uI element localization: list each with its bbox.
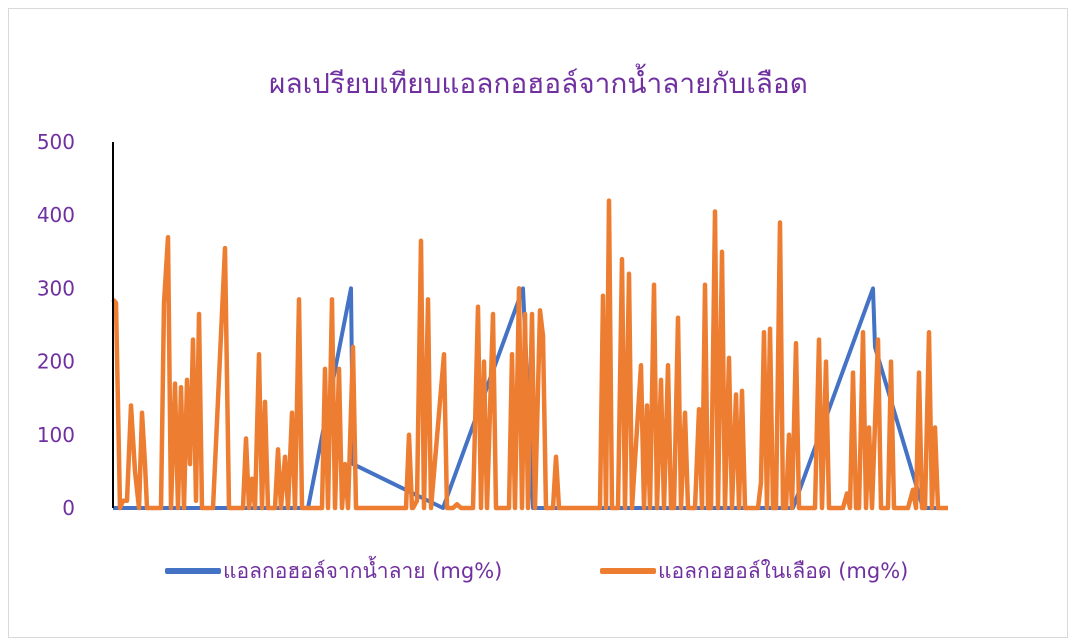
legend-label-saliva: แอลกอฮอล์จากน้ำลาย (mg%)	[223, 558, 503, 583]
series-line-blood	[111, 198, 948, 511]
legend-item-saliva: แอลกอฮอล์จากน้ำลาย (mg%)	[165, 556, 502, 586]
series-layer	[111, 198, 948, 511]
legend-label-blood: แอลกอฮอล์ในเลือด (mg%)	[658, 558, 909, 583]
y-tick-label: 400	[37, 203, 75, 227]
y-axis-ticks: 0 100 200 300 400 500	[37, 130, 75, 520]
y-tick-label: 100	[37, 423, 75, 447]
legend-swatch-saliva	[165, 568, 221, 574]
legend-item-blood: แอลกอฮอล์ในเลือด (mg%)	[600, 556, 908, 586]
y-tick-label: 0	[62, 496, 75, 520]
legend: แอลกอฮอล์จากน้ำลาย (mg%) แอลกอฮอล์ในเลือ…	[0, 556, 1077, 586]
chart-title: ผลเปรียบเทียบแอลกอฮอล์จากน้ำลายกับเลือด	[269, 67, 808, 100]
y-tick-label: 200	[37, 350, 75, 374]
y-tick-label: 300	[37, 276, 75, 300]
y-tick-label: 500	[37, 130, 75, 154]
legend-swatch-blood	[600, 568, 656, 574]
